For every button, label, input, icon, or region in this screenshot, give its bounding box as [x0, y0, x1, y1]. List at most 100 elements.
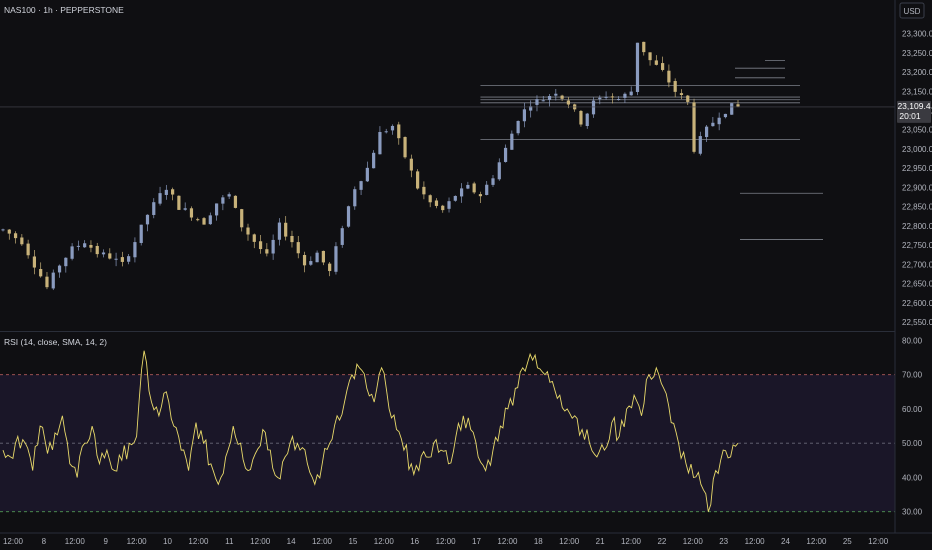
candle-body[interactable]	[214, 203, 219, 216]
candle-body[interactable]	[453, 195, 457, 201]
candle-body[interactable]	[70, 246, 74, 259]
candle-body[interactable]	[246, 227, 250, 235]
candle-body[interactable]	[164, 189, 168, 195]
candle-body[interactable]	[334, 246, 338, 272]
candle-body[interactable]	[57, 265, 62, 273]
candle-body[interactable]	[1, 229, 5, 231]
candle-body[interactable]	[26, 243, 30, 256]
candle-body[interactable]	[95, 245, 99, 255]
candle-body[interactable]	[610, 96, 614, 98]
candle-body[interactable]	[309, 261, 313, 265]
candle-body[interactable]	[221, 197, 225, 204]
candle-body[interactable]	[233, 195, 238, 208]
candle-body[interactable]	[346, 206, 351, 227]
candle-body[interactable]	[409, 158, 413, 171]
candle-body[interactable]	[51, 272, 55, 289]
rsi-label[interactable]: RSI (14, close, SMA, 14, 2)	[4, 337, 107, 347]
candle-body[interactable]	[698, 136, 702, 154]
candle-body[interactable]	[497, 162, 501, 180]
candle-body[interactable]	[604, 96, 608, 98]
candle-body[interactable]	[39, 269, 43, 277]
candle-body[interactable]	[372, 152, 376, 169]
candle-body[interactable]	[390, 125, 395, 131]
currency-button[interactable]	[899, 2, 925, 19]
candle-body[interactable]	[353, 189, 357, 207]
candlesticks[interactable]	[1, 41, 740, 291]
candle-body[interactable]	[89, 244, 93, 248]
candle-body[interactable]	[522, 109, 527, 122]
candle-body[interactable]	[76, 245, 80, 247]
candle-body[interactable]	[485, 184, 489, 195]
candle-body[interactable]	[516, 120, 520, 134]
candle-body[interactable]	[145, 214, 150, 225]
candle-body[interactable]	[64, 257, 68, 267]
candle-body[interactable]	[434, 200, 439, 206]
candle-body[interactable]	[478, 194, 483, 197]
candle-body[interactable]	[359, 181, 363, 190]
candle-body[interactable]	[441, 205, 445, 211]
candle-body[interactable]	[7, 229, 11, 234]
candle-body[interactable]	[566, 100, 570, 105]
candle-body[interactable]	[208, 215, 212, 225]
candle-body[interactable]	[139, 224, 143, 243]
candle-body[interactable]	[554, 93, 558, 96]
candle-body[interactable]	[158, 193, 162, 204]
candle-body[interactable]	[284, 222, 288, 237]
candle-body[interactable]	[114, 258, 118, 260]
candle-body[interactable]	[667, 70, 671, 83]
rsi-line[interactable]	[2, 350, 739, 512]
candle-body[interactable]	[617, 98, 621, 100]
candle-body[interactable]	[45, 276, 49, 288]
candle-body[interactable]	[730, 103, 734, 115]
candle-body[interactable]	[378, 132, 382, 155]
candle-body[interactable]	[547, 96, 552, 100]
candle-body[interactable]	[579, 110, 583, 125]
time-axis[interactable]	[0, 533, 932, 550]
candle-body[interactable]	[133, 242, 137, 258]
candle-body[interactable]	[642, 41, 646, 53]
candle-body[interactable]	[152, 202, 156, 215]
candle-body[interactable]	[177, 195, 181, 210]
candle-body[interactable]	[661, 63, 665, 70]
candle-body[interactable]	[459, 188, 464, 197]
candle-body[interactable]	[296, 242, 300, 254]
candle-body[interactable]	[416, 171, 420, 189]
candle-body[interactable]	[101, 252, 106, 255]
candle-body[interactable]	[252, 234, 256, 242]
candle-body[interactable]	[491, 178, 495, 185]
candle-body[interactable]	[447, 201, 451, 209]
candle-body[interactable]	[629, 91, 633, 96]
candle-body[interactable]	[529, 106, 533, 111]
candle-body[interactable]	[302, 254, 307, 266]
candle-body[interactable]	[202, 218, 206, 225]
candle-body[interactable]	[265, 249, 269, 254]
candle-body[interactable]	[503, 147, 508, 162]
candle-body[interactable]	[171, 189, 175, 195]
candle-body[interactable]	[403, 137, 407, 158]
candle-body[interactable]	[189, 208, 194, 218]
candle-body[interactable]	[654, 60, 658, 65]
candle-body[interactable]	[635, 42, 640, 92]
candle-body[interactable]	[397, 124, 401, 139]
candle-body[interactable]	[13, 233, 18, 239]
candle-body[interactable]	[591, 100, 596, 115]
candle-body[interactable]	[472, 183, 476, 193]
candle-body[interactable]	[679, 93, 684, 95]
candle-body[interactable]	[108, 253, 112, 259]
candle-body[interactable]	[271, 239, 275, 254]
candle-body[interactable]	[422, 186, 426, 195]
candle-body[interactable]	[541, 100, 545, 102]
candle-body[interactable]	[686, 95, 690, 102]
candle-body[interactable]	[83, 243, 87, 248]
candle-body[interactable]	[717, 117, 721, 125]
candle-body[interactable]	[723, 113, 728, 118]
candle-body[interactable]	[315, 252, 319, 263]
candle-body[interactable]	[673, 81, 677, 92]
symbol-title[interactable]: NAS100 · 1h · PEPPERSTONE	[4, 5, 124, 15]
candle-body[interactable]	[321, 250, 325, 263]
candle-body[interactable]	[585, 113, 589, 127]
candle-body[interactable]	[183, 208, 187, 210]
candle-body[interactable]	[711, 122, 715, 127]
candle-body[interactable]	[340, 228, 344, 245]
